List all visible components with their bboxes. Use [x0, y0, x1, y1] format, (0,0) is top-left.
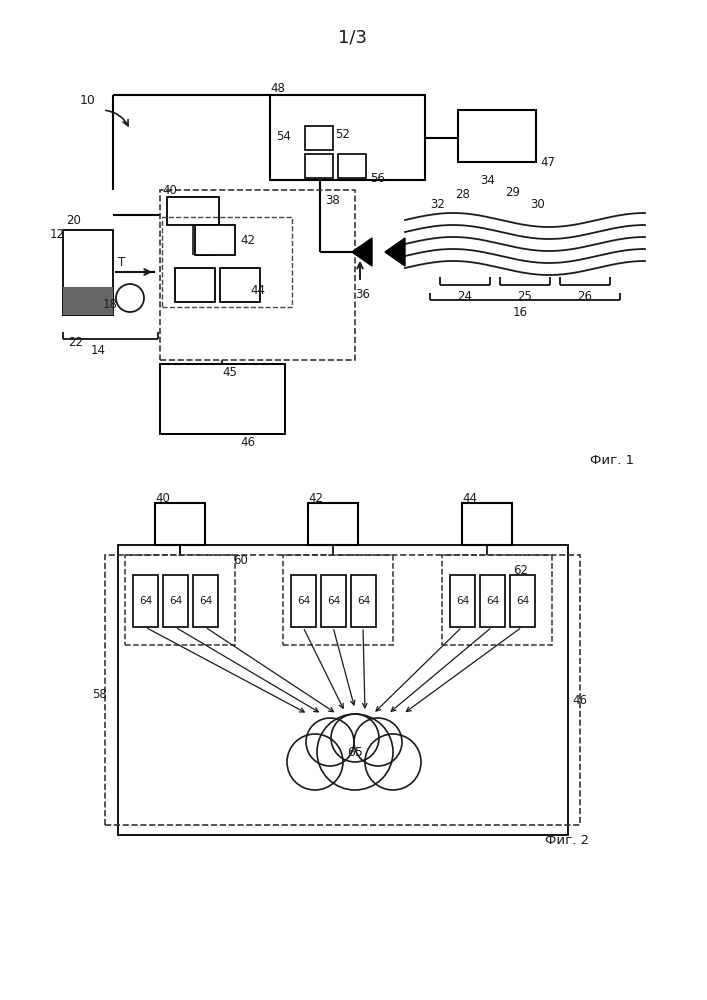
- Circle shape: [306, 718, 354, 766]
- Polygon shape: [385, 238, 405, 266]
- Text: 60: 60: [233, 554, 248, 566]
- Text: 54: 54: [276, 130, 291, 143]
- Bar: [175, 268, 215, 302]
- Text: 25: 25: [518, 290, 532, 302]
- Bar: [283, 555, 393, 645]
- Text: 45: 45: [223, 365, 238, 378]
- Text: 44: 44: [250, 284, 265, 296]
- Bar: [305, 126, 333, 150]
- Text: 26: 26: [578, 290, 592, 302]
- Bar: [308, 503, 358, 545]
- Circle shape: [354, 718, 402, 766]
- Text: 65: 65: [347, 746, 363, 758]
- Text: 22: 22: [68, 336, 83, 349]
- Text: 47: 47: [540, 155, 555, 168]
- Bar: [160, 190, 355, 360]
- Bar: [291, 575, 316, 627]
- Text: 64: 64: [516, 596, 529, 606]
- Text: Фиг. 2: Фиг. 2: [545, 834, 589, 846]
- Bar: [321, 575, 346, 627]
- Text: 32: 32: [430, 198, 445, 211]
- Bar: [458, 110, 536, 162]
- Bar: [133, 575, 158, 627]
- Bar: [162, 217, 292, 307]
- Text: 64: 64: [456, 596, 469, 606]
- Text: 36: 36: [355, 288, 370, 300]
- Text: 62: 62: [513, 564, 528, 576]
- Text: 40: 40: [162, 184, 177, 196]
- Text: 42: 42: [308, 491, 323, 504]
- Bar: [462, 503, 512, 545]
- Bar: [351, 575, 376, 627]
- Text: Фиг. 1: Фиг. 1: [590, 454, 634, 466]
- Bar: [125, 555, 235, 645]
- Circle shape: [287, 734, 343, 790]
- Text: 64: 64: [169, 596, 182, 606]
- Text: 64: 64: [486, 596, 499, 606]
- Text: 30: 30: [530, 198, 545, 211]
- Circle shape: [365, 734, 421, 790]
- Text: 46: 46: [572, 694, 587, 706]
- Bar: [193, 575, 218, 627]
- Text: 14: 14: [90, 344, 105, 357]
- Bar: [163, 575, 188, 627]
- Text: 64: 64: [357, 596, 370, 606]
- Text: 16: 16: [513, 306, 527, 318]
- Bar: [155, 503, 205, 545]
- Text: 18: 18: [103, 298, 118, 312]
- Text: 58: 58: [92, 688, 107, 702]
- Text: 64: 64: [327, 596, 340, 606]
- Bar: [480, 575, 505, 627]
- Text: 56: 56: [370, 172, 385, 184]
- Bar: [63, 230, 113, 315]
- Bar: [450, 575, 475, 627]
- Text: 24: 24: [457, 290, 472, 302]
- Text: 28: 28: [455, 188, 470, 200]
- Text: 20: 20: [66, 214, 81, 227]
- Bar: [510, 575, 535, 627]
- Bar: [220, 268, 260, 302]
- Text: 64: 64: [139, 596, 152, 606]
- Bar: [160, 364, 285, 434]
- Polygon shape: [352, 238, 372, 266]
- Text: 64: 64: [297, 596, 310, 606]
- Text: 40: 40: [155, 491, 170, 504]
- Circle shape: [317, 714, 393, 790]
- Text: 38: 38: [325, 194, 340, 207]
- Text: 46: 46: [240, 436, 255, 448]
- Bar: [167, 197, 219, 225]
- Bar: [442, 555, 552, 645]
- Bar: [338, 154, 366, 178]
- Text: 1/3: 1/3: [339, 28, 368, 46]
- Text: 12: 12: [50, 229, 65, 241]
- Bar: [270, 95, 425, 180]
- Text: 44: 44: [462, 491, 477, 504]
- Text: T: T: [118, 255, 125, 268]
- Text: 48: 48: [270, 82, 285, 95]
- Bar: [305, 154, 333, 178]
- Text: 52: 52: [335, 128, 350, 141]
- Circle shape: [331, 714, 379, 762]
- Bar: [118, 545, 568, 835]
- Bar: [105, 555, 580, 825]
- Bar: [195, 225, 235, 255]
- Text: 10: 10: [80, 94, 96, 106]
- Text: 29: 29: [505, 186, 520, 198]
- Text: 64: 64: [199, 596, 212, 606]
- Text: 42: 42: [240, 233, 255, 246]
- Bar: [63, 287, 113, 315]
- Text: 34: 34: [480, 174, 495, 186]
